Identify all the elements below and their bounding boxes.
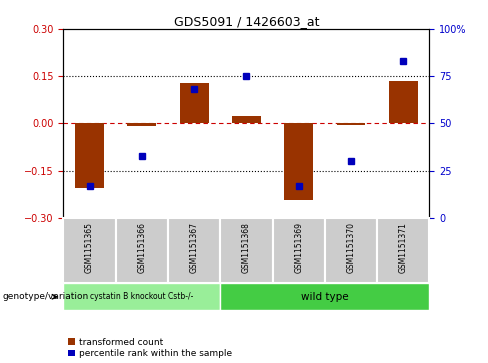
Text: genotype/variation: genotype/variation [2, 292, 89, 301]
Text: GSM1151365: GSM1151365 [85, 222, 94, 273]
Bar [325, 218, 377, 283]
Bar [75, 123, 104, 188]
Text: GSM1151369: GSM1151369 [294, 222, 303, 273]
Bar [377, 218, 429, 283]
Title: GDS5091 / 1426603_at: GDS5091 / 1426603_at [174, 15, 319, 28]
Text: GSM1151370: GSM1151370 [346, 222, 356, 273]
Bar [232, 115, 261, 123]
Text: GSM1151368: GSM1151368 [242, 222, 251, 273]
Text: cystatin B knockout Cstb-/-: cystatin B knockout Cstb-/- [90, 292, 194, 301]
Bar [273, 218, 325, 283]
Bar [220, 283, 429, 310]
Bar [168, 218, 220, 283]
Bar [220, 218, 273, 283]
Text: GSM1151371: GSM1151371 [399, 222, 408, 273]
Bar [285, 123, 313, 200]
Text: GSM1151366: GSM1151366 [137, 222, 146, 273]
Legend: transformed count, percentile rank within the sample: transformed count, percentile rank withi… [68, 338, 232, 359]
Bar [116, 218, 168, 283]
Bar [127, 123, 156, 126]
Bar [180, 82, 208, 123]
Bar [389, 81, 418, 123]
Bar [63, 283, 220, 310]
Text: wild type: wild type [301, 292, 349, 302]
Text: GSM1151367: GSM1151367 [190, 222, 199, 273]
Bar [337, 123, 366, 125]
Bar [63, 218, 116, 283]
